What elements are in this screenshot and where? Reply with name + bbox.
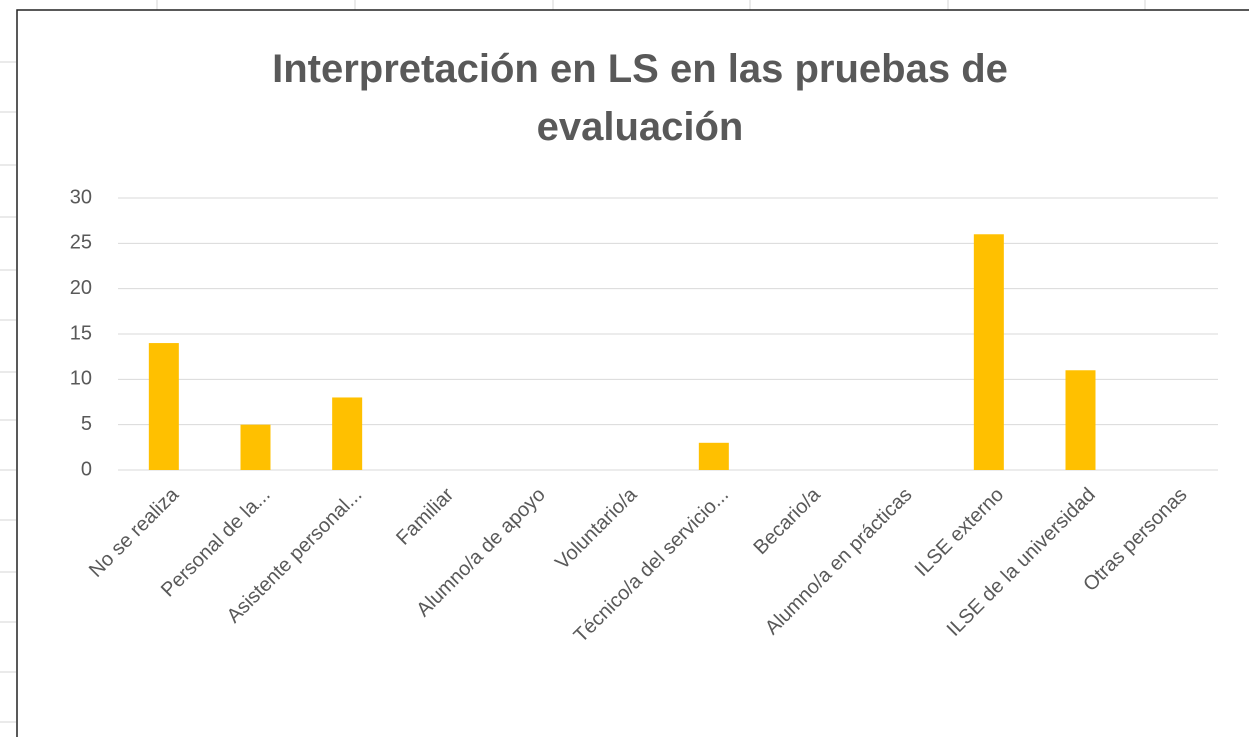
y-tick-label: 10 <box>70 368 92 390</box>
y-tick-label: 30 <box>70 186 92 208</box>
chart-title: Interpretación en LS en las pruebas de e… <box>272 47 1008 149</box>
sheet-grid <box>0 0 1146 723</box>
y-tick-label: 20 <box>70 277 92 299</box>
bar <box>1065 370 1096 470</box>
chart-border <box>16 9 1249 737</box>
y-tick-label: 15 <box>70 322 92 344</box>
bar <box>148 343 179 470</box>
y-tick-label: 25 <box>70 232 92 254</box>
bar <box>332 397 363 470</box>
y-tick-label: 0 <box>81 458 92 480</box>
bar <box>240 424 271 470</box>
y-tick-label: 5 <box>81 413 92 435</box>
bar <box>973 234 1004 470</box>
bar <box>698 442 729 470</box>
